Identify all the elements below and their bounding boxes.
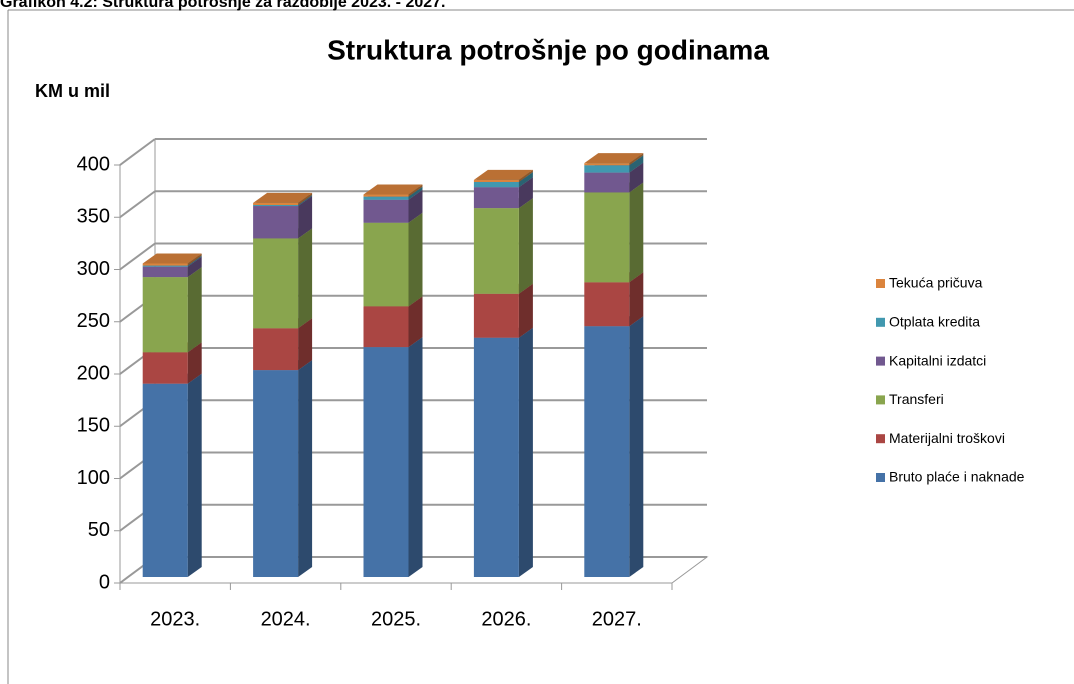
bar-side [187, 342, 202, 384]
legend-label: Tekuća pričuva [889, 275, 983, 291]
bar [473, 181, 519, 188]
legend-label: Otplata kredita [889, 314, 980, 330]
bar-side [629, 153, 644, 166]
bar [253, 370, 299, 577]
y-axis-label: KM u mil [35, 81, 110, 101]
legend-swatch [876, 279, 885, 288]
bar [473, 337, 519, 577]
bar-side [629, 316, 644, 577]
legend-swatch [876, 317, 885, 327]
y-tick-label: 50 [88, 519, 110, 541]
x-tick-label: 2023. [150, 608, 200, 630]
grid-line-side [119, 242, 156, 271]
x-tick-label: 2027. [592, 608, 642, 630]
bar-side [629, 182, 644, 283]
grid-line-side [119, 138, 156, 166]
x-tick-label: 2024. [261, 608, 311, 630]
bar-top [363, 184, 423, 195]
bar-side [298, 360, 313, 577]
bar [142, 352, 188, 384]
bar [584, 192, 630, 283]
bar [473, 179, 519, 182]
legend-swatch [876, 473, 885, 482]
y-tick-label: 250 [77, 310, 110, 332]
bar [142, 383, 188, 577]
bar-side [187, 256, 202, 278]
bar [253, 202, 299, 205]
bar [142, 277, 188, 353]
bar [363, 222, 409, 307]
caption: Grafikon 4.2: Struktura potrošnje za raz… [0, 0, 445, 11]
bar [253, 238, 299, 329]
bar [142, 266, 188, 278]
legend-swatch [876, 434, 885, 444]
grid-line-side [119, 190, 156, 219]
bar-side [518, 283, 533, 338]
y-tick-label: 300 [77, 258, 110, 280]
bar-side [298, 192, 313, 205]
bar-side [408, 189, 423, 223]
y-tick-label: 100 [77, 467, 110, 489]
bar [363, 199, 409, 223]
x-tick-label: 2025. [371, 608, 421, 630]
bar [473, 293, 519, 338]
chart-title: Struktura potrošnje po godinama [327, 34, 769, 65]
y-tick-label: 150 [77, 415, 110, 437]
bar-side [298, 196, 313, 239]
bar [253, 328, 299, 371]
bar-side [298, 318, 313, 371]
legend-label: Transferi [889, 391, 944, 407]
bar [142, 263, 188, 266]
bar-side [629, 155, 644, 173]
bar-side [298, 194, 313, 207]
y-tick-label: 400 [77, 153, 110, 175]
y-tick-label: 0 [99, 571, 110, 593]
legend-label: Kapitalni izdatci [889, 352, 986, 368]
bar [584, 163, 630, 166]
bar [584, 172, 630, 193]
x-tick-label: 2026. [481, 608, 531, 630]
bar [363, 306, 409, 348]
bar-side [629, 162, 644, 193]
bar-top [584, 153, 644, 164]
bar-side [518, 169, 533, 182]
bar-side [629, 272, 644, 327]
y-tick-label: 350 [77, 206, 110, 228]
bar [584, 282, 630, 327]
bar-top [473, 169, 533, 180]
bar [253, 204, 299, 207]
bar [473, 208, 519, 294]
bar-side [408, 184, 423, 197]
bar-side [518, 198, 533, 294]
bar-side [187, 253, 202, 266]
bar-side [298, 228, 313, 329]
bar-side [408, 186, 423, 200]
bar-top [253, 192, 313, 203]
legend-swatch [876, 395, 885, 405]
bar-top [142, 253, 202, 264]
bar-side [408, 337, 423, 577]
bar [142, 265, 188, 267]
legend-swatch [876, 356, 885, 366]
legend-label: Bruto plaće i naknade [889, 469, 1025, 485]
bar-side [408, 296, 423, 348]
bar [363, 194, 409, 197]
bar [584, 326, 630, 577]
bar [473, 187, 519, 209]
bar-side [187, 255, 202, 267]
bar [363, 347, 409, 577]
bar-side [408, 212, 423, 307]
bar [363, 196, 409, 200]
bar [253, 206, 299, 239]
bar-side [187, 373, 202, 577]
bar-side [187, 267, 202, 353]
bar-side [518, 327, 533, 577]
legend-label: Materijalni troškovi [889, 430, 1005, 446]
bar [584, 165, 630, 173]
bar-side [518, 177, 533, 209]
bar-side [518, 171, 533, 188]
y-tick-label: 200 [77, 362, 110, 384]
